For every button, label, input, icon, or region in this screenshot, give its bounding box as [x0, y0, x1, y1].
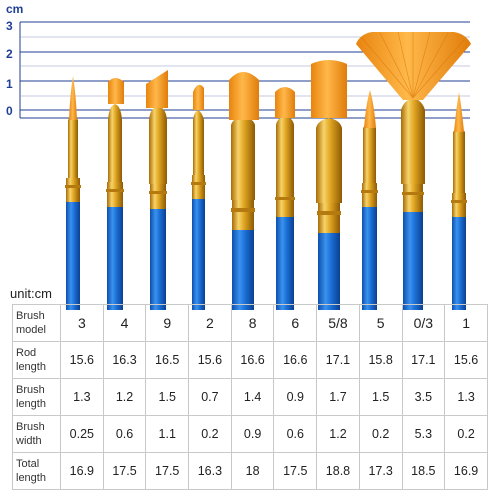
cell-model: 5 [358, 304, 403, 342]
cell-brush-length: 1.3 [444, 378, 488, 416]
cell-brush-length: 1.5 [145, 378, 190, 416]
cell-brush-width: 1.2 [316, 415, 360, 453]
cell-model: 4 [102, 304, 147, 342]
brush-5 [361, 90, 378, 310]
row-header-brush-length: Brush length [12, 378, 61, 416]
cell-model: 1 [444, 304, 488, 342]
cell-brush-length: 0.7 [188, 378, 232, 416]
cell-rod-length: 15.8 [358, 341, 403, 379]
cell-model: 5/8 [316, 304, 360, 342]
unit-label: unit:cm [10, 286, 52, 301]
cell-model: 3 [60, 304, 104, 342]
brush-8 [229, 72, 259, 310]
cell-brush-width: 5.3 [401, 415, 446, 453]
brush-9 [146, 70, 168, 310]
cell-total-length: 18.8 [316, 452, 360, 490]
cell-rod-length: 15.6 [188, 341, 232, 379]
cell-rod-length: 16.3 [102, 341, 147, 379]
cell-total-length: 18.5 [401, 452, 446, 490]
cell-rod-length: 16.6 [273, 341, 318, 379]
cell-brush-length: 3.5 [401, 378, 446, 416]
cell-model: 8 [230, 304, 275, 342]
cell-total-length: 16.3 [188, 452, 232, 490]
brush-5-8 [311, 60, 347, 310]
cell-brush-width: 1.1 [145, 415, 190, 453]
cell-total-length: 16.9 [60, 452, 104, 490]
cell-total-length: 16.9 [444, 452, 488, 490]
row-header-total-length: Total length [12, 452, 61, 490]
cell-total-length: 17.5 [102, 452, 147, 490]
row-header-brush-width: Brush width [12, 415, 61, 453]
row-header-brush-model: Brush model [12, 304, 61, 342]
cell-model: 6 [273, 304, 318, 342]
cell-model: 9 [145, 304, 190, 342]
cell-model: 2 [188, 304, 232, 342]
row-header-rod-length: Rod length [12, 341, 61, 379]
cell-rod-length: 17.1 [316, 341, 360, 379]
cell-brush-width: 0.9 [230, 415, 275, 453]
brush-6 [275, 87, 295, 310]
cell-total-length: 18 [230, 452, 275, 490]
cell-brush-length: 1.5 [358, 378, 403, 416]
brush-2 [191, 84, 206, 310]
brush-3 [65, 76, 81, 310]
cell-brush-length: 1.7 [316, 378, 360, 416]
cell-model: 0/3 [401, 304, 446, 342]
cell-rod-length: 15.6 [60, 341, 104, 379]
cell-brush-length: 0.9 [273, 378, 318, 416]
ruler-scale: cm 3 2 1 0 [0, 0, 500, 125]
cell-brush-width: 0.2 [444, 415, 488, 453]
ruler-tick-0: 0 [6, 104, 13, 118]
table-row-brush-model: Brush model 3 4 9 2 8 6 5/8 5 0/3 1 [12, 304, 488, 342]
ruler-tick-2: 2 [6, 47, 13, 61]
table-row-brush-length: Brush length 1.3 1.2 1.5 0.7 1.4 0.9 1.7… [12, 378, 488, 416]
cell-total-length: 17.3 [358, 452, 403, 490]
cell-rod-length: 15.6 [444, 341, 488, 379]
table-row-total-length: Total length 16.9 17.5 17.5 16.3 18 17.5… [12, 452, 488, 490]
brush-set-illustration [19, 21, 471, 310]
ruler-tick-1: 1 [6, 77, 13, 91]
brush-spec-table: Brush model 3 4 9 2 8 6 5/8 5 0/3 1 Rod … [12, 304, 488, 490]
table-row-brush-width: Brush width 0.25 0.6 1.1 0.2 0.9 0.6 1.2… [12, 415, 488, 453]
table-row-rod-length: Rod length 15.6 16.3 16.5 15.6 16.6 16.6… [12, 341, 488, 379]
cell-brush-length: 1.3 [60, 378, 104, 416]
cell-brush-length: 1.4 [230, 378, 275, 416]
cell-rod-length: 16.6 [230, 341, 275, 379]
cell-brush-width: 0.6 [102, 415, 147, 453]
cell-rod-length: 16.5 [145, 341, 190, 379]
brush-1 [451, 92, 467, 310]
brush-0-3 [356, 31, 471, 310]
ruler-unit-label: cm [6, 2, 24, 16]
cell-total-length: 17.5 [273, 452, 318, 490]
cell-brush-width: 0.2 [188, 415, 232, 453]
cell-brush-width: 0.2 [358, 415, 403, 453]
ruler-tick-3: 3 [6, 19, 13, 33]
cell-brush-length: 1.2 [102, 378, 147, 416]
brush-4 [106, 78, 124, 310]
cell-brush-width: 0.25 [60, 415, 104, 453]
cell-rod-length: 17.1 [401, 341, 446, 379]
cell-brush-width: 0.6 [273, 415, 318, 453]
cell-total-length: 17.5 [145, 452, 190, 490]
